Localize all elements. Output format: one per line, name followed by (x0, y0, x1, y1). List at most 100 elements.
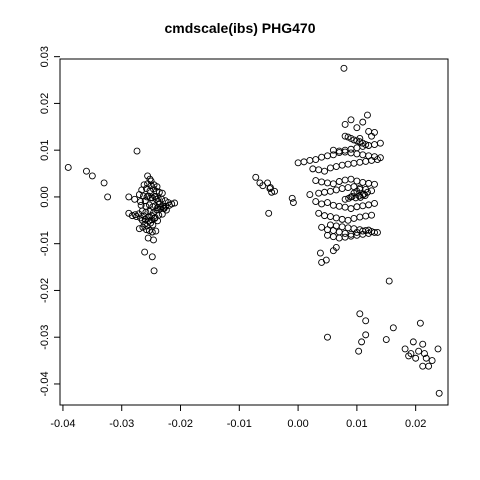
data-point (318, 153, 326, 161)
data-point (356, 193, 364, 201)
data-point (428, 357, 436, 365)
data-point (341, 132, 349, 140)
y-tick-label: -0.01 (39, 231, 51, 256)
data-point (355, 347, 363, 355)
data-point (315, 189, 323, 197)
data-point (100, 179, 108, 187)
data-point (350, 159, 358, 167)
data-point (347, 149, 355, 157)
data-point (341, 121, 349, 128)
data-point (329, 201, 337, 209)
data-point (294, 159, 302, 167)
x-tick-label: 0.00 (287, 418, 308, 430)
data-point (358, 338, 366, 346)
y-tick-label: -0.02 (39, 278, 51, 303)
data-point (341, 233, 349, 241)
data-point (324, 179, 331, 187)
data-point (389, 324, 397, 332)
x-tick-label: 0.02 (405, 418, 426, 430)
data-point (352, 194, 360, 202)
data-point (252, 173, 260, 181)
data-point (356, 213, 364, 221)
data-point (289, 199, 297, 206)
data-point (419, 362, 427, 370)
data-point (147, 177, 155, 185)
data-point (344, 160, 352, 168)
data-point (141, 215, 149, 223)
data-point (159, 202, 167, 210)
data-point (348, 193, 356, 200)
plot-frame (59, 58, 449, 406)
data-point (140, 192, 147, 200)
data-point (353, 203, 361, 211)
data-point (350, 214, 358, 222)
data-point (131, 195, 139, 203)
data-point (324, 333, 331, 341)
data-point (332, 222, 340, 230)
data-point (143, 193, 151, 201)
data-point (145, 201, 153, 209)
data-point (324, 231, 331, 239)
data-point (412, 354, 420, 362)
data-point (344, 224, 352, 232)
data-point (340, 64, 348, 72)
data-point (306, 157, 314, 164)
data-point (347, 205, 355, 213)
data-point (374, 229, 381, 236)
data-point (353, 144, 361, 152)
data-point (344, 184, 352, 192)
data-point (83, 167, 90, 175)
y-tick-label: 0.01 (39, 139, 51, 160)
data-point (421, 350, 428, 358)
data-point (128, 212, 136, 220)
data-point (329, 180, 337, 188)
data-point (401, 345, 409, 353)
data-point (368, 211, 376, 219)
data-point (362, 141, 370, 149)
data-point (345, 194, 353, 202)
data-point (162, 206, 170, 214)
data-point (312, 177, 320, 185)
data-point (338, 215, 346, 223)
data-point (419, 340, 427, 348)
data-point (142, 226, 150, 234)
data-point (338, 161, 346, 169)
data-point (362, 157, 370, 165)
data-point (148, 253, 156, 261)
data-point (146, 187, 154, 195)
data-point (332, 243, 340, 251)
data-point (140, 212, 148, 220)
data-point (64, 164, 72, 171)
data-point (335, 149, 343, 156)
x-tick-label: -0.03 (109, 418, 134, 430)
data-point (141, 248, 149, 256)
data-point (359, 151, 367, 159)
data-point (88, 172, 96, 180)
x-tick-label: -0.04 (50, 418, 75, 430)
data-point (359, 178, 367, 186)
data-point (135, 225, 143, 233)
x-tick-label: -0.01 (227, 418, 252, 430)
data-point (332, 214, 340, 222)
data-point (132, 213, 140, 221)
data-point (324, 152, 331, 160)
data-point (359, 202, 367, 210)
y-axis: -0.04 -0.03 -0.02 -0.01 0.00 0.01 0.02 0.03 (39, 46, 60, 396)
data-point (162, 202, 170, 210)
data-point (321, 212, 328, 220)
data-point (416, 319, 424, 327)
data-point (371, 200, 378, 207)
data-point (362, 212, 370, 220)
data-point (149, 221, 157, 229)
data-point (344, 216, 352, 224)
data-point (125, 193, 133, 201)
data-point (318, 258, 326, 266)
data-point (376, 154, 384, 162)
x-tick-label: 0.01 (346, 418, 367, 430)
data-point (312, 198, 320, 206)
data-point (139, 223, 147, 231)
data-point (326, 164, 334, 172)
data-point (326, 213, 334, 221)
x-tick-label: -0.02 (168, 418, 193, 430)
data-point (335, 202, 343, 210)
